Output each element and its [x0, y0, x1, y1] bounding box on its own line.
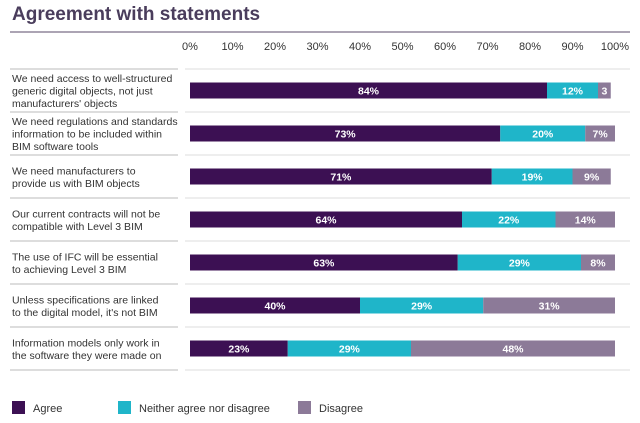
x-tick-label: 80% [519, 41, 541, 53]
bar-value-label: 20% [532, 129, 554, 141]
bar-value-label: 84% [358, 86, 380, 98]
bar-value-label: 29% [411, 301, 433, 313]
bar-segment-disagree [585, 125, 615, 142]
category-label-line: to achieving Level 3 BIM [12, 264, 126, 276]
bar-value-label: 31% [539, 301, 561, 313]
bar-value-label: 64% [315, 215, 337, 227]
bar-segment-agree [190, 211, 462, 228]
category-label-line: information to be included within [12, 129, 162, 141]
bar-value-label: 40% [264, 301, 286, 313]
chart-title: Agreement with statements [12, 4, 260, 25]
category-label-line: to the digital model, it's not BIM [12, 307, 158, 319]
bar-value-label: 12% [562, 86, 584, 98]
bar-value-label: 9% [584, 172, 600, 184]
legend-swatch [12, 401, 25, 414]
category-label-line: Our current contracts will not be [12, 208, 160, 220]
category-label-line: the software they were made on [12, 350, 162, 362]
bar-value-label: 3 [601, 86, 607, 98]
bar-segment-neither-agree-nor-disagree [491, 168, 573, 185]
bar-value-label: 23% [228, 344, 250, 356]
legend-label: Agree [33, 403, 62, 415]
category-label-line: Information models only work in [12, 337, 160, 349]
legend-swatch [118, 401, 131, 414]
category-label: Information models only work in the softw… [12, 337, 162, 362]
x-tick-label: 20% [264, 41, 286, 53]
x-tick-label: 70% [476, 41, 498, 53]
bar-value-label: 7% [593, 129, 609, 141]
category-label: We need access to well-structured generic… [12, 73, 172, 110]
bar-segment-agree [190, 297, 360, 314]
bar-value-label: 22% [498, 215, 520, 227]
x-tick-label: 90% [561, 41, 583, 53]
legend-label: Neither agree nor disagree [139, 403, 270, 415]
x-tick-label: 100% [601, 41, 629, 53]
bar-segment-agree [190, 82, 547, 99]
bar-value-label: 29% [339, 344, 361, 356]
category-label-line: compatible with Level 3 BIM [12, 221, 143, 233]
legend-swatch [298, 401, 311, 414]
category-label: Unless specifications are linked to the d… [12, 294, 159, 319]
category-label: The use of IFC will be essential to achie… [12, 251, 158, 276]
bar-segment-disagree [483, 297, 615, 314]
legend: Agree Neither agree nor disagree Disagree [12, 401, 363, 415]
x-tick-label: 10% [221, 41, 243, 53]
bar-value-label: 14% [575, 215, 597, 227]
category-label-line: We need manufacturers to [12, 165, 136, 177]
bar-rows: We need access to well-structured generic… [10, 68, 630, 371]
bar-segment-disagree [581, 254, 615, 271]
bar-segment-disagree [572, 168, 611, 185]
bar-value-label: 48% [502, 344, 524, 356]
category-label-line: We need access to well-structured [12, 73, 172, 85]
category-label-line: Unless specifications are linked [12, 294, 159, 306]
bar-segment-neither-agree-nor-disagree [462, 211, 556, 228]
bar-segment-neither-agree-nor-disagree [500, 125, 586, 142]
x-axis-ticks: 0% 10% 20% 30% 40% 50% 60% 70% 80% 90% 100% [182, 41, 629, 53]
category-label: Our current contracts will not be compati… [12, 208, 160, 233]
category-label-line: BIM software tools [12, 141, 98, 153]
bar-segment-disagree [598, 82, 611, 99]
x-tick-label: 50% [391, 41, 413, 53]
category-label-line: generic digital objects, not just [12, 86, 153, 98]
bar-value-label: 63% [313, 258, 335, 270]
x-tick-label: 60% [434, 41, 456, 53]
bar-value-label: 73% [335, 129, 357, 141]
bar-value-label: 29% [509, 258, 531, 270]
x-tick-label: 0% [182, 41, 198, 53]
category-label-line: provide us with BIM objects [12, 178, 140, 190]
x-tick-label: 40% [349, 41, 371, 53]
bar-segment-neither-agree-nor-disagree [287, 340, 411, 357]
category-label-line: manufacturers' objects [12, 98, 117, 110]
bar-segment-disagree [555, 211, 615, 228]
bar-value-label: 19% [522, 172, 544, 184]
bar-segment-neither-agree-nor-disagree [547, 82, 598, 99]
bar-segment-neither-agree-nor-disagree [457, 254, 581, 271]
bar-segment-agree [190, 254, 458, 271]
bar-value-label: 71% [330, 172, 352, 184]
bar-value-label: 8% [590, 258, 606, 270]
bar-segment-disagree [411, 340, 615, 357]
category-label-line: We need regulations and standards [12, 116, 178, 128]
category-label-line: The use of IFC will be essential [12, 251, 158, 263]
category-label: We need regulations and standards informa… [12, 116, 178, 153]
bar-segment-agree [190, 340, 288, 357]
bar-segment-neither-agree-nor-disagree [360, 297, 484, 314]
bar-segment-agree [190, 168, 492, 185]
bar-segment-agree [190, 125, 501, 142]
legend-label: Disagree [319, 403, 363, 415]
category-label: We need manufacturers to provide us with … [12, 165, 140, 190]
x-tick-label: 30% [306, 41, 328, 53]
